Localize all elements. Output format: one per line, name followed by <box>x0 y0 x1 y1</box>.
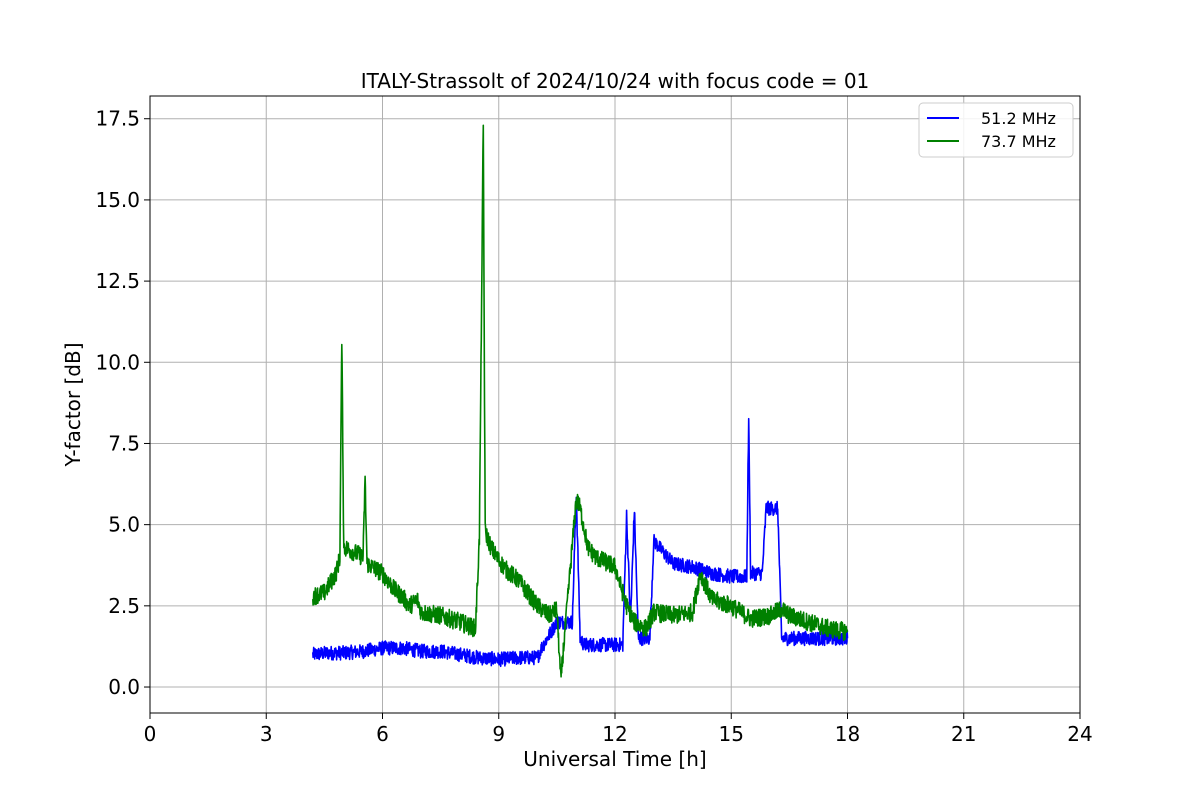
y-tick-label: 17.5 <box>95 107 140 131</box>
y-tick-label: 5.0 <box>108 513 140 537</box>
series-line-2 <box>312 124 849 678</box>
y-tick-label: 7.5 <box>108 431 140 455</box>
x-tick-label: 9 <box>492 722 505 746</box>
y-tick-label: 10.0 <box>95 350 140 374</box>
x-tick-label: 3 <box>260 722 273 746</box>
chart-title: ITALY-Strassolt of 2024/10/24 with focus… <box>361 69 870 93</box>
x-tick-label: 18 <box>835 722 860 746</box>
legend-label-1: 51.2 MHz <box>981 109 1056 128</box>
y-tick-label: 12.5 <box>95 269 140 293</box>
x-tick-label: 0 <box>144 722 157 746</box>
series-line-1 <box>312 417 849 668</box>
series-layer <box>312 124 849 678</box>
x-tick-label: 21 <box>951 722 976 746</box>
y-tick-label: 2.5 <box>108 594 140 618</box>
y-tick-label: 15.0 <box>95 188 140 212</box>
x-tick-label: 12 <box>602 722 627 746</box>
legend-label-2: 73.7 MHz <box>981 132 1056 151</box>
x-axis-label: Universal Time [h] <box>523 747 706 771</box>
legend-box <box>918 102 1074 158</box>
x-tick-label: 6 <box>376 722 389 746</box>
ticks: 0 3 6 9 12 15 18 21 24 0.0 2.5 5.0 7.5 10.0 12.5 15.0 17… <box>95 107 1092 746</box>
x-tick-label: 24 <box>1067 722 1092 746</box>
y-tick-label: 0.0 <box>108 675 140 699</box>
y-axis-label: Y-factor [dB] <box>61 342 85 467</box>
x-tick-label: 15 <box>719 722 744 746</box>
legend: 51.2 MHz 73.7 MHz <box>918 102 1074 158</box>
